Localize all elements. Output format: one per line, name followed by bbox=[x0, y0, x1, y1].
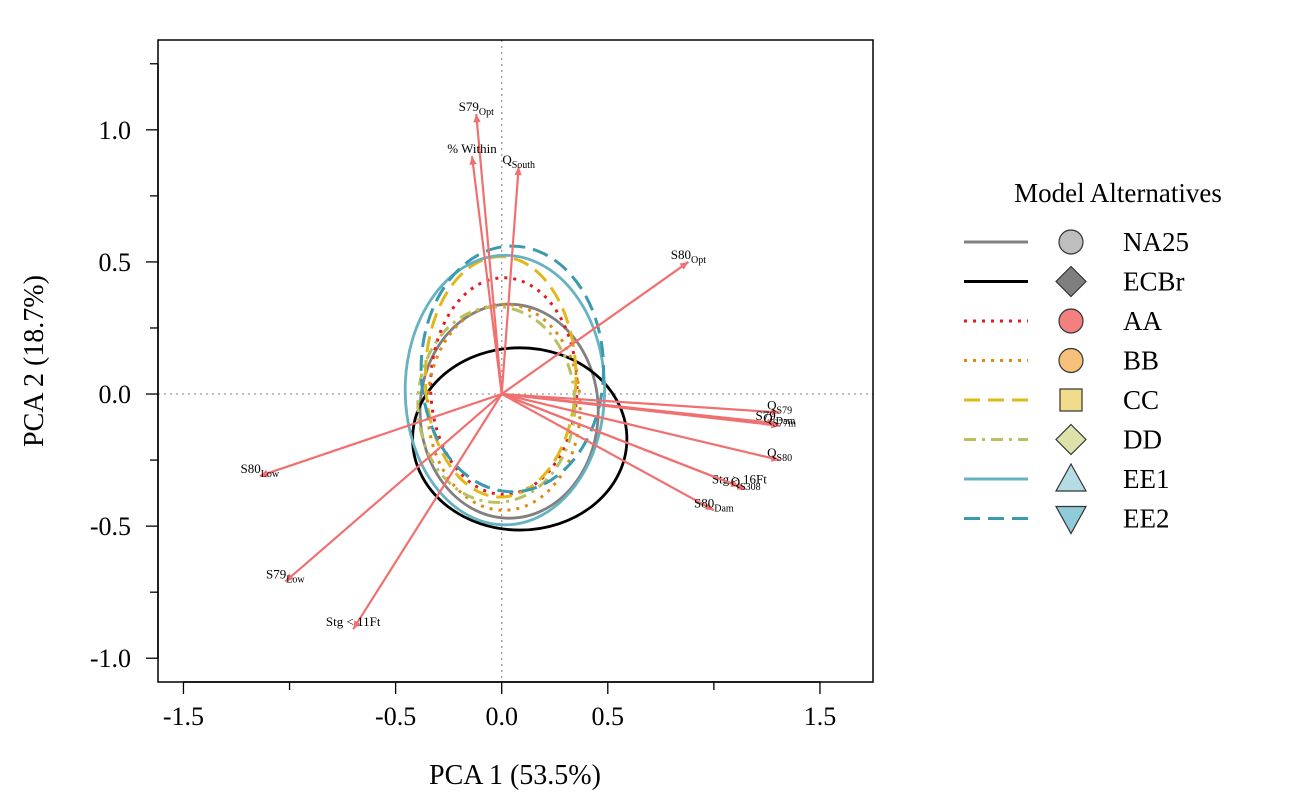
arrowhead-stg-11ft bbox=[353, 620, 361, 630]
legend-label-ee2: EE2 bbox=[1123, 504, 1170, 534]
loading-arrow-q-s308 bbox=[501, 392, 747, 491]
loading-label-q-s77m: QS77m bbox=[763, 411, 796, 430]
loading-arrow-q-s77m bbox=[501, 392, 780, 427]
x-tick-label: -0.5 bbox=[375, 702, 416, 731]
y-tick-label: 1.0 bbox=[99, 116, 132, 145]
legend-marker-bb bbox=[1058, 347, 1084, 374]
legend-label-cc: CC bbox=[1123, 385, 1159, 415]
arrowhead-s79-opt bbox=[473, 113, 481, 123]
loading-arrow-s79-low bbox=[284, 393, 503, 583]
y-axis: -1.0 -0.5 0.0 0.5 1.0 bbox=[90, 63, 159, 673]
arrowhead-s80-opt bbox=[679, 261, 689, 270]
loading-label-s80-opt: S80Opt bbox=[671, 247, 706, 266]
arrowhead-q-s80 bbox=[770, 454, 780, 462]
loading-label-s79-low: S79Low bbox=[266, 567, 305, 586]
legend-label-ee1: EE1 bbox=[1123, 464, 1170, 494]
confidence-ellipses bbox=[403, 244, 629, 532]
loading-arrow-s80-opt bbox=[501, 261, 690, 395]
loading-label-stg-16ft: Stg > 16Ft bbox=[712, 471, 767, 486]
arrowhead-s79-low bbox=[285, 573, 294, 582]
legend-title: Model Alternatives bbox=[1014, 178, 1222, 208]
loading-label-s79-opt: S79Opt bbox=[459, 99, 494, 118]
arrowhead-s80-low bbox=[259, 469, 269, 477]
legend-marker-dd bbox=[1055, 423, 1087, 456]
ellipse-dd bbox=[416, 305, 577, 504]
x-tick-label: 0.5 bbox=[592, 702, 625, 731]
y-axis-title: PCA 2 (18.7%) bbox=[19, 275, 50, 447]
arrowhead-q-s79 bbox=[771, 408, 780, 416]
y-tick-label: -0.5 bbox=[90, 512, 131, 541]
legend-marker-ee2 bbox=[1054, 505, 1088, 535]
ellipse-bb bbox=[425, 302, 582, 512]
loading-arrow-stg-11ft bbox=[352, 393, 503, 630]
x-tick-label: 1.5 bbox=[804, 702, 837, 731]
loading-arrow-within bbox=[470, 156, 503, 395]
arrowhead-within bbox=[469, 156, 477, 165]
reference-lines bbox=[158, 40, 873, 682]
legend-marker-ecbr bbox=[1055, 265, 1087, 298]
legend: Model Alternatives NA25 ECBr AA BB CC DD EE1 EE… bbox=[964, 178, 1222, 535]
y-tick-label: 0.0 bbox=[99, 380, 132, 409]
arrowhead-q-s308 bbox=[736, 482, 746, 490]
y-tick-label: 0.5 bbox=[99, 248, 132, 277]
loading-arrow-s80-dam bbox=[501, 393, 715, 512]
x-axis-title: PCA 1 (53.5%) bbox=[429, 760, 601, 791]
loading-arrows: S79Opt % Within QSouth S80Opt QS79S79DamQS77… bbox=[241, 99, 796, 630]
loading-label-q-south: QSouth bbox=[502, 152, 535, 171]
arrowhead-q-south bbox=[514, 166, 522, 176]
y-tick-label: -1.0 bbox=[90, 644, 131, 673]
loading-arrow-q-s79 bbox=[501, 392, 780, 414]
legend-marker-aa bbox=[1058, 308, 1084, 334]
loading-arrow-q-south bbox=[500, 166, 520, 395]
ellipse-ee1 bbox=[403, 253, 607, 527]
legend-label-aa: AA bbox=[1123, 306, 1162, 336]
loading-arrow-q-s80 bbox=[501, 392, 780, 462]
x-tick-label: 0.0 bbox=[485, 702, 518, 731]
legend-label-ecbr: ECBr bbox=[1123, 267, 1185, 297]
loading-label-stg-11ft: Stg < 11Ft bbox=[326, 614, 381, 629]
x-axis: -1.5 -0.5 0.0 0.5 1.5 bbox=[163, 681, 837, 731]
x-tick-label: -1.5 bbox=[163, 702, 204, 731]
loading-arrow-s80-low bbox=[259, 392, 503, 477]
legend-marker-cc bbox=[1059, 388, 1083, 412]
legend-label-bb: BB bbox=[1123, 346, 1159, 376]
loading-label-within: % Within bbox=[447, 141, 497, 156]
loading-label-s80-dam: S80Dam bbox=[694, 495, 734, 514]
legend-label-dd: DD bbox=[1123, 425, 1162, 455]
legend-marker-ee1 bbox=[1054, 462, 1088, 492]
legend-label-na25: NA25 bbox=[1123, 227, 1189, 257]
loading-label-q-s79: QS79 bbox=[767, 398, 792, 417]
arrowhead-s80-dam bbox=[704, 503, 714, 511]
loading-arrow-s79-opt bbox=[475, 113, 503, 395]
loading-label-s80-low: S80Low bbox=[241, 461, 280, 480]
loading-label-q-s80: QS80 bbox=[767, 445, 792, 464]
arrowhead-q-s77m bbox=[771, 421, 780, 429]
legend-marker-na25 bbox=[1058, 229, 1084, 255]
loading-label-q-s308: QS308 bbox=[731, 474, 761, 493]
loading-label-s79-dam: S79Dam bbox=[756, 408, 796, 427]
